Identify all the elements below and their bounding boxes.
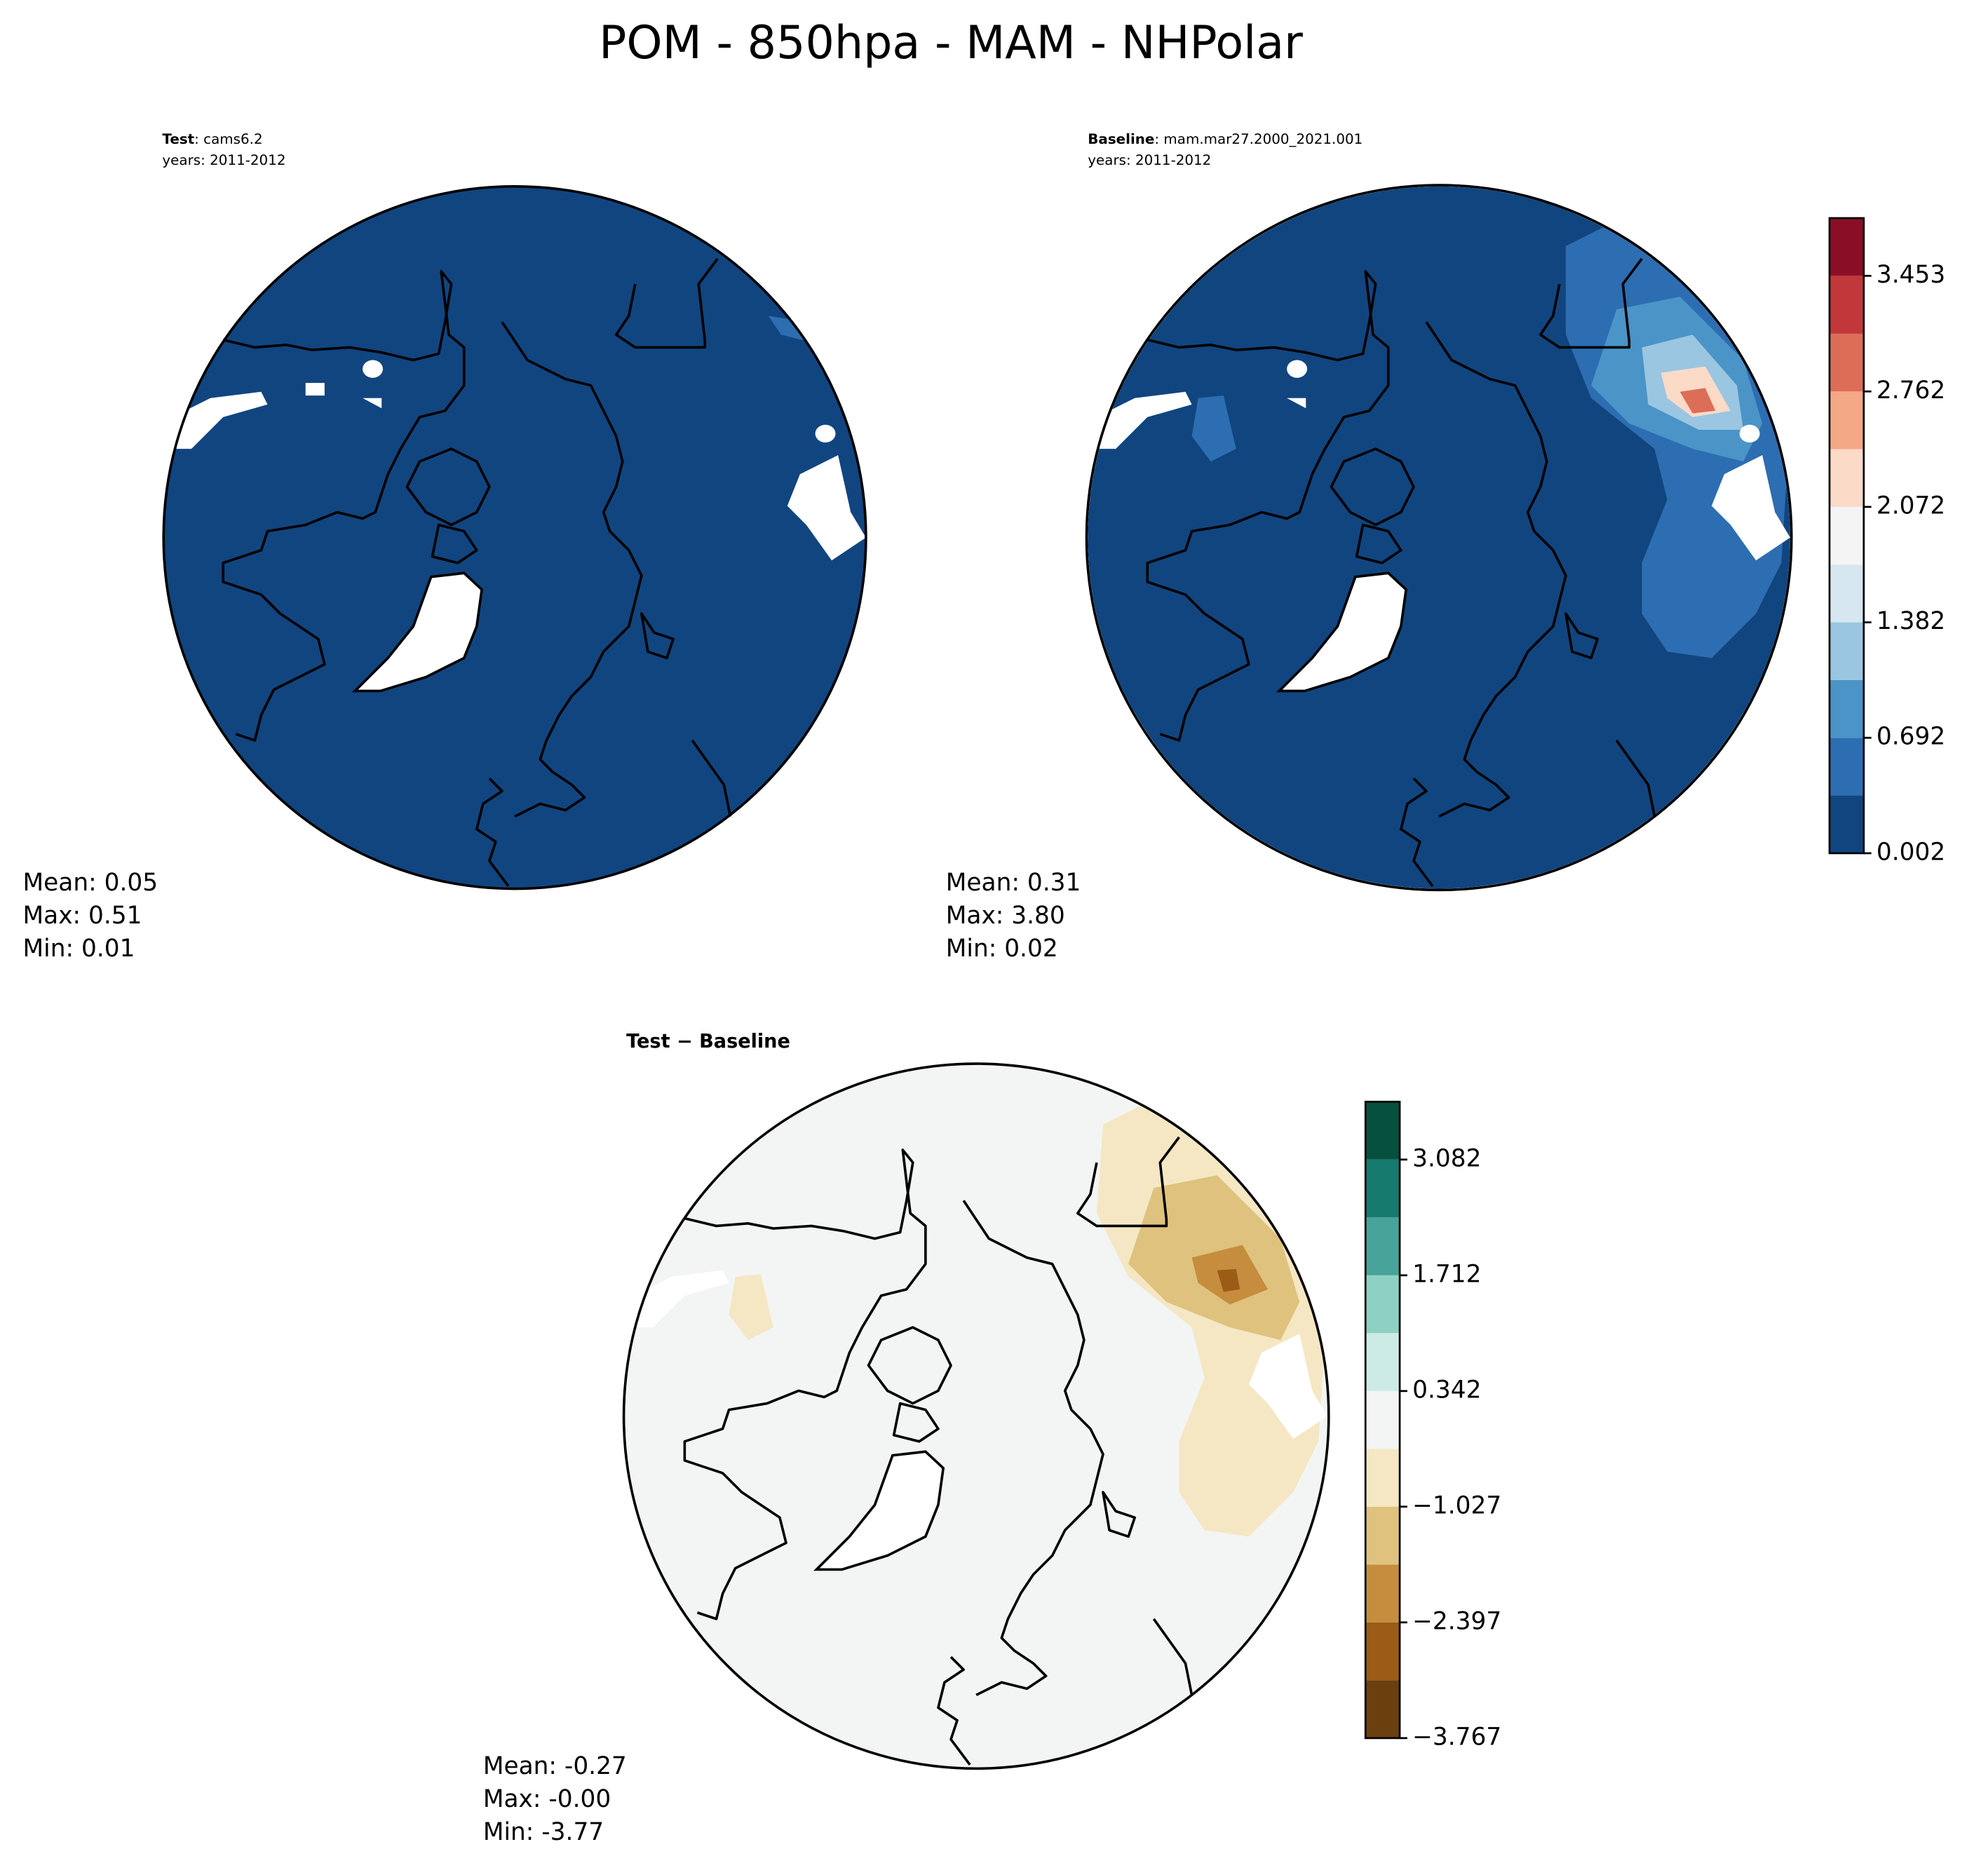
colorbar-tick-label: 2.072: [1877, 492, 1945, 520]
colorbar-band: [1365, 1275, 1400, 1334]
colorbar-tick-label: −3.767: [1412, 1723, 1501, 1751]
colorbar-band: [1829, 564, 1864, 623]
stat: Min: 0.01: [23, 935, 135, 963]
colorbar-band: [1829, 738, 1864, 796]
colorbar-band: [1365, 1159, 1400, 1218]
panel-years: years: 2011-2012: [1088, 152, 1211, 168]
stat: Max: -0.00: [483, 1785, 611, 1813]
stat: Mean: 0.31: [946, 869, 1081, 897]
colorbar-band: [1365, 1506, 1400, 1565]
panel-label: Test: [162, 130, 194, 147]
colorbar-frame: [1364, 1100, 1401, 1740]
colorbar-tick-label: 2.762: [1877, 377, 1945, 405]
panel-name: : mam.mar27.2000_2021.001: [1154, 130, 1362, 147]
panel-years: years: 2011-2012: [162, 152, 285, 168]
colorbar-band: [1365, 1102, 1400, 1160]
colorbar-tick-label: 0.342: [1412, 1376, 1481, 1404]
colorbar-band: [1829, 333, 1864, 392]
map-test: [162, 185, 867, 890]
colorbar-tick-label: 1.382: [1877, 607, 1945, 635]
colorbar-band: [1829, 679, 1864, 738]
panel-header: Test: cams6.2: [162, 130, 262, 147]
colorbar-band: [1365, 1680, 1400, 1738]
colorbar-tick-label: −1.027: [1412, 1491, 1501, 1519]
colorbar-band: [1365, 1622, 1400, 1681]
colorbar-band: [1365, 1217, 1400, 1275]
colorbar-band: [1829, 391, 1864, 449]
colorbar-band: [1365, 1390, 1400, 1449]
colorbar-band: [1829, 218, 1864, 276]
colorbar-tick-label: 3.082: [1412, 1144, 1481, 1172]
map-baseline: [1085, 184, 1793, 892]
colorbar-tick-label: 0.002: [1877, 838, 1945, 866]
colorbar-band: [1829, 449, 1864, 507]
colorbar-band: [1365, 1333, 1400, 1391]
stat: Mean: -0.27: [483, 1752, 627, 1780]
colorbar-band: [1829, 622, 1864, 680]
colorbar-tick-label: 0.692: [1877, 723, 1945, 751]
colorbar-tick-label: 3.453: [1877, 261, 1945, 289]
map-difference: [622, 1062, 1330, 1770]
stat: Max: 3.80: [946, 902, 1065, 930]
colorbar-band: [1829, 276, 1864, 334]
colorbar-band: [1365, 1449, 1400, 1507]
stat: Max: 0.51: [23, 902, 142, 930]
colorbar-band: [1365, 1564, 1400, 1622]
panel-name: : cams6.2: [194, 130, 262, 147]
panel-label: Test − Baseline: [626, 1031, 790, 1052]
stat: Min: 0.02: [946, 935, 1058, 963]
colorbar-tick-label: −2.397: [1412, 1607, 1501, 1635]
stat: Mean: 0.05: [23, 869, 158, 897]
colorbar-band: [1829, 506, 1864, 565]
colorbar-band: [1829, 795, 1864, 853]
panel-label: Baseline: [1088, 130, 1154, 147]
stat: Min: -3.77: [483, 1818, 604, 1846]
colorbar-frame: [1828, 217, 1865, 855]
panel-header: Baseline: mam.mar27.2000_2021.001: [1088, 130, 1362, 147]
figure-title: POM - 850hpa - MAM - NHPolar: [599, 17, 1303, 69]
colorbar-tick-label: 1.712: [1412, 1260, 1481, 1288]
